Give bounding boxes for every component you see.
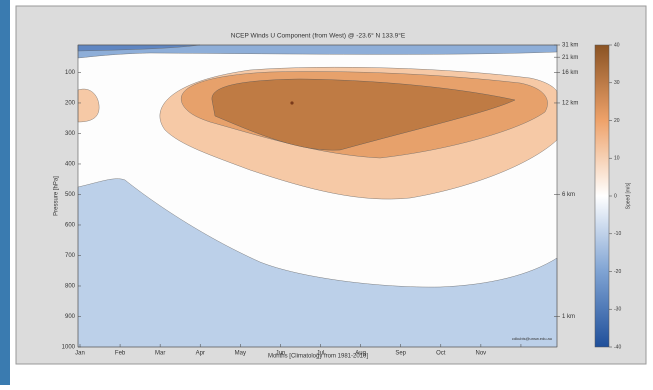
y-tick-label: 100 bbox=[65, 70, 76, 76]
colorbar-label: Speed [m/s] bbox=[625, 182, 631, 209]
y-tick-label: 700 bbox=[65, 253, 76, 259]
x-tick-label: Jul bbox=[317, 351, 325, 357]
x-tick-label: Jun bbox=[276, 351, 286, 357]
chart: NCEP Winds U Component (from West) @ -23… bbox=[0, 0, 653, 385]
y2-tick-label: 6 km bbox=[562, 192, 575, 198]
colorbar-tick-label: 40 bbox=[614, 42, 620, 48]
colorbar-tick-label: -20 bbox=[614, 269, 621, 275]
colorbar-tick-label: 0 bbox=[614, 193, 617, 199]
y-tick-label: 600 bbox=[65, 223, 76, 229]
y-tick-label: 300 bbox=[65, 131, 76, 137]
colorbar-tick-label: 20 bbox=[614, 118, 620, 124]
y-tick-label: 800 bbox=[65, 284, 76, 290]
x-tick-label: Apr bbox=[196, 351, 205, 357]
x-tick-label: May bbox=[235, 351, 246, 357]
colorbar-tick-label: -30 bbox=[614, 307, 621, 313]
y-tick-label: 500 bbox=[65, 192, 76, 198]
y2-tick-label: 31 km bbox=[562, 43, 578, 49]
background-strip bbox=[0, 0, 10, 385]
max-marker bbox=[290, 101, 293, 104]
x-tick-label: Nov bbox=[476, 351, 487, 357]
x-tick-label: Mar bbox=[155, 351, 165, 357]
y-tick-label: 200 bbox=[65, 101, 76, 107]
colorbar-tick-label: 30 bbox=[614, 80, 620, 86]
chart-title: NCEP Winds U Component (from West) @ -23… bbox=[231, 32, 406, 40]
y2-tick-label: 1 km bbox=[562, 314, 575, 320]
y-axis-label: Pressure [hPa] bbox=[54, 176, 60, 216]
colorbar bbox=[595, 45, 609, 347]
y2-tick-label: 21 km bbox=[562, 55, 578, 61]
credit: cdkubis@unsw.edu.au bbox=[512, 336, 552, 341]
colorbar-tick-label: -10 bbox=[614, 231, 621, 237]
y-tick-label: 1000 bbox=[62, 345, 76, 351]
y-tick-label: 400 bbox=[65, 162, 76, 168]
y2-tick-label: 12 km bbox=[562, 101, 578, 107]
y-tick-label: 900 bbox=[65, 314, 76, 320]
colorbar-tick-label: -40 bbox=[614, 344, 621, 350]
x-tick-label: Oct bbox=[436, 351, 446, 357]
x-tick-label: Sep bbox=[395, 351, 406, 357]
x-tick-label: Aug bbox=[355, 351, 366, 357]
x-tick-label: Jan bbox=[75, 351, 85, 357]
x-tick-label: Feb bbox=[115, 351, 126, 357]
y2-tick-label: 16 km bbox=[562, 70, 578, 76]
colorbar-tick-label: 10 bbox=[614, 156, 620, 162]
